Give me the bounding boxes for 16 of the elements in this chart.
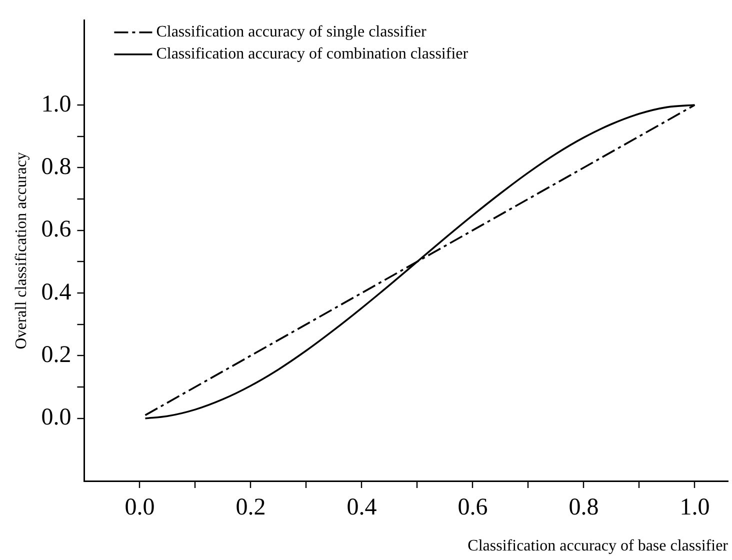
legend-label: Classification accuracy of single classifier: [156, 24, 427, 41]
x-tick-label: 0.6: [458, 494, 488, 521]
x-tick-label: 0.0: [124, 494, 155, 521]
x-tick-label: 0.4: [346, 494, 377, 521]
y-tick-label: 0.8: [41, 154, 72, 180]
x-tick-label: 0.2: [236, 494, 266, 521]
x-tick-label: 1.0: [680, 494, 710, 521]
y-tick-label: 0.4: [41, 279, 72, 306]
legend-label: Classification accuracy of combination classifier: [156, 46, 469, 63]
y-tick-label: 0.0: [41, 404, 72, 431]
y-tick-label: 1.0: [41, 91, 72, 118]
x-axis-title: Classification accuracy of base classifier: [468, 538, 729, 555]
y-tick-label: 0.6: [41, 216, 72, 243]
y-axis-title: Overall classification accuracy: [12, 152, 30, 350]
x-tick-label: 0.8: [568, 494, 599, 521]
y-tick-label: 0.2: [41, 342, 72, 368]
